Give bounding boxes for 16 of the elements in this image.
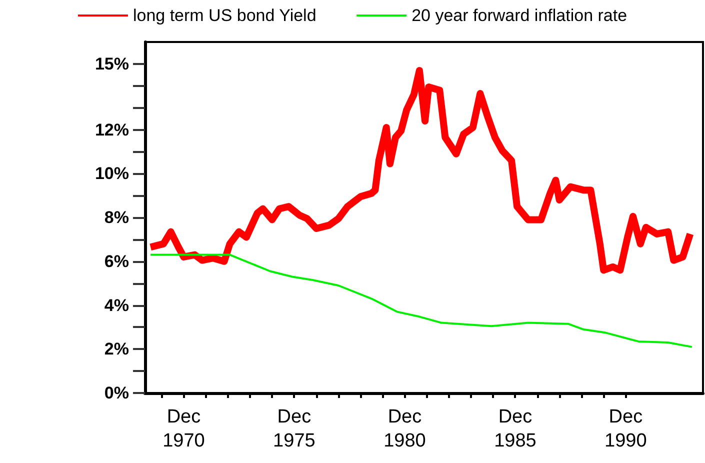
y-tick-label: 6% [104,252,129,271]
y-tick-label: 4% [104,296,129,315]
y-tick-label: 2% [104,340,129,359]
x-tick-label: Dec 1990 [604,406,647,452]
y-tick-label: 0% [104,384,129,402]
y-tick-label: 8% [104,208,129,227]
x-tick-label: Dec 1975 [273,406,316,452]
legend-label: 20 year forward inflation rate [412,6,628,25]
y-tick-label: 10% [94,164,129,184]
x-tick-label: Dec 1985 [494,406,536,452]
x-tick-label: Dec 1970 [162,406,205,452]
y-tick-label: 12% [94,120,129,140]
y-tick-label: 15% [94,54,129,74]
x-tick-label: Dec 1980 [384,406,426,452]
legend-label: long term US bond Yield [132,6,316,25]
line-series [150,254,693,348]
